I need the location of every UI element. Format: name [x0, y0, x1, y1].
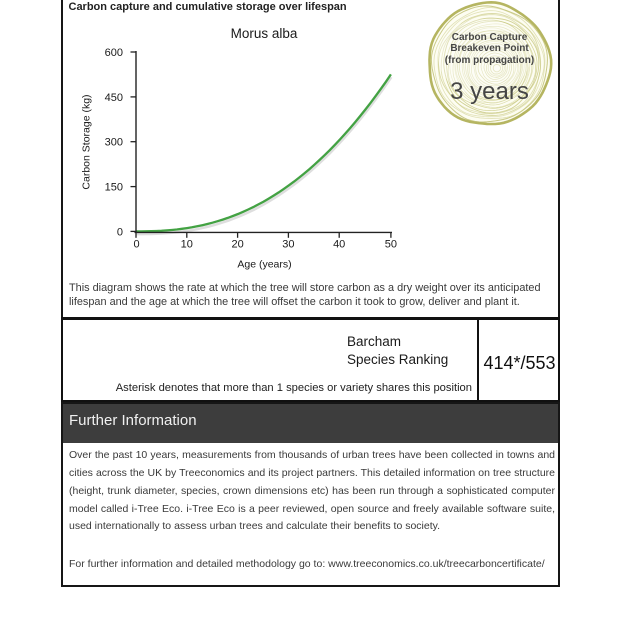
- svg-text:0: 0: [133, 238, 139, 250]
- svg-text:Carbon Storage (kg): Carbon Storage (kg): [81, 94, 93, 189]
- svg-text:300: 300: [105, 137, 123, 149]
- svg-text:20: 20: [231, 238, 243, 250]
- svg-text:30: 30: [282, 238, 294, 250]
- svg-text:450: 450: [105, 92, 123, 104]
- svg-text:600: 600: [105, 47, 123, 59]
- svg-text:0: 0: [117, 226, 123, 238]
- svg-text:50: 50: [385, 238, 397, 250]
- svg-text:150: 150: [105, 182, 123, 194]
- svg-text:Age (years): Age (years): [237, 259, 291, 271]
- svg-text:40: 40: [333, 238, 345, 250]
- svg-text:10: 10: [181, 238, 193, 250]
